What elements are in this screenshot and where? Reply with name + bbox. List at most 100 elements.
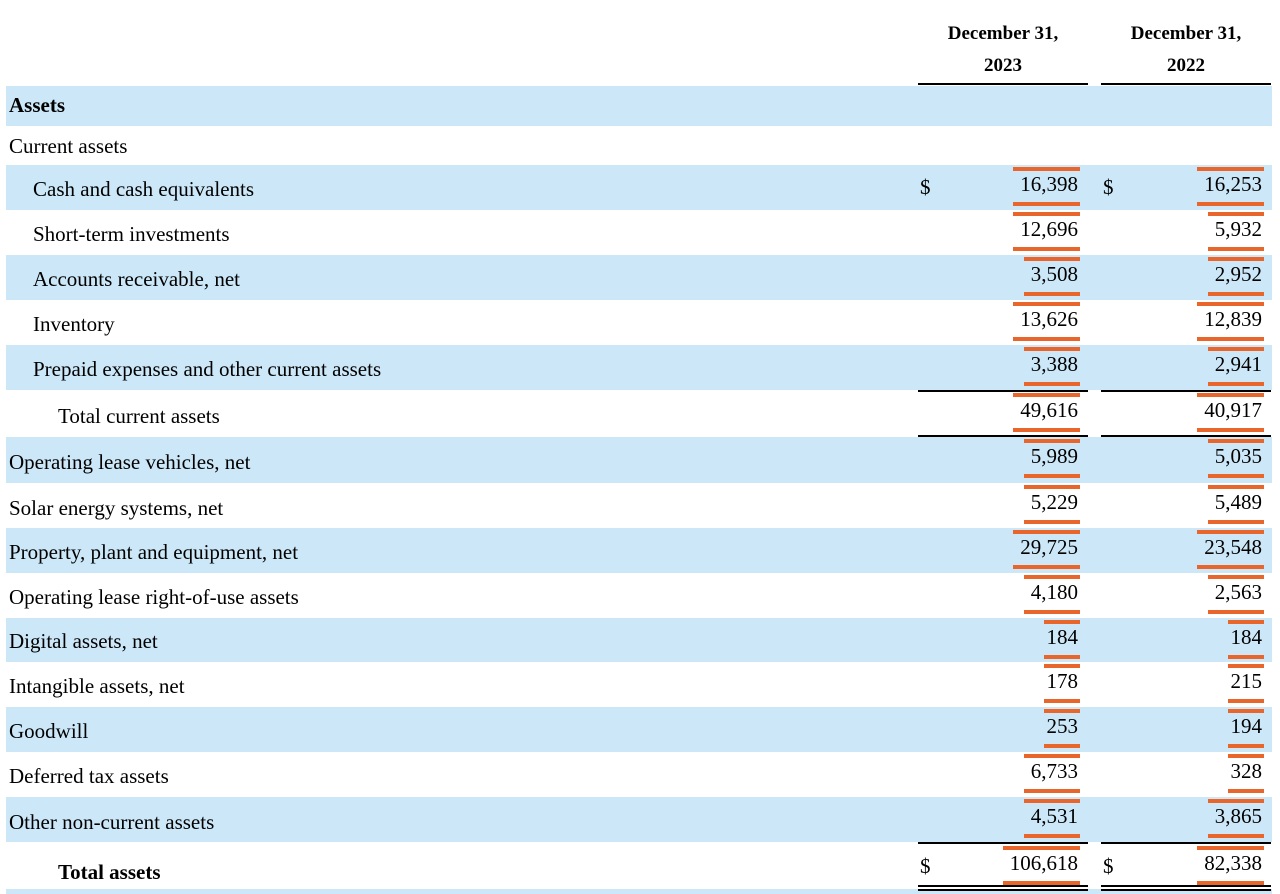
value-2022: 2,563	[1214, 580, 1262, 604]
value-2022: 23,548	[1204, 535, 1262, 559]
value-highlight-top	[1044, 664, 1080, 668]
value-highlight-top	[1228, 754, 1264, 758]
row-label: Goodwill	[9, 719, 89, 743]
value-highlight-top	[1207, 347, 1264, 351]
value-highlight-top	[1228, 709, 1264, 713]
row-label: Short-term investments	[33, 222, 230, 246]
column-header-2023: December 31, 2023	[947, 23, 1059, 76]
currency-symbol: $	[1103, 175, 1114, 199]
value-2023: 5,229	[1030, 490, 1078, 514]
value-highlight-top	[1207, 212, 1264, 216]
row-label: Operating lease right-of-use assets	[9, 585, 299, 609]
value-highlight-bottom	[1207, 834, 1264, 838]
value-2023: 49,616	[1020, 398, 1078, 422]
row-intangible-assets-net: Intangible assets, net	[6, 662, 1272, 707]
value-highlight-bottom	[1207, 382, 1264, 386]
value-highlight-top	[1228, 664, 1264, 668]
value-highlight-top	[1023, 754, 1080, 758]
value-2022: 5,489	[1214, 490, 1262, 514]
value-highlight-bottom	[1197, 202, 1264, 206]
value-2022: 2,941	[1214, 352, 1262, 376]
assets-section-row: Assets	[6, 86, 1272, 126]
value-2022: 82,338	[1204, 851, 1262, 875]
subtotal-rule-bottom	[918, 435, 1088, 437]
value-highlight-top	[1197, 302, 1264, 306]
value-highlight-top	[1013, 393, 1080, 397]
row-cash-and-cash-equivalents: Cash and cash equivalents	[6, 165, 1272, 210]
row-solar-energy-systems-net: Solar energy systems, net	[6, 483, 1272, 528]
value-2023: 29,725	[1020, 535, 1078, 559]
value-highlight-top	[1023, 485, 1080, 489]
value-highlight-bottom	[1197, 337, 1264, 341]
row-label: Digital assets, net	[9, 629, 158, 653]
value-highlight-bottom	[1044, 655, 1080, 659]
row-property-plant-and-equipment-net: Property, plant and equipment, net	[6, 528, 1272, 573]
value-highlight-top	[1197, 846, 1264, 850]
current-assets-section-row: Current assets	[6, 126, 1272, 165]
row-total-current-assets: Total current assets	[6, 390, 1272, 437]
value-highlight-bottom	[1002, 881, 1080, 885]
value-2022: 215	[1230, 669, 1263, 693]
row-label: Intangible assets, net	[9, 674, 185, 698]
value-highlight-top	[1013, 212, 1080, 216]
row-other-non-current-assets: Other non-current assets	[6, 797, 1272, 842]
row-label: Cash and cash equivalents	[33, 177, 255, 201]
value-2022: 5,932	[1214, 217, 1262, 241]
total-rule-top	[1101, 842, 1271, 844]
value-highlight-bottom	[1207, 474, 1264, 478]
row-prepaid-expenses-and-other-current-assets: Prepaid expenses and other current asset…	[6, 345, 1272, 390]
row-label: Other non-current assets	[9, 810, 215, 834]
value-highlight-bottom	[1197, 565, 1264, 569]
row-digital-assets-net: Digital assets, net	[6, 618, 1272, 662]
value-2023: 3,388	[1030, 352, 1078, 376]
value-2022: 184	[1230, 625, 1263, 649]
value-2023: 106,618	[1009, 851, 1078, 875]
value-2023: 178	[1046, 669, 1079, 693]
row-total-assets: Total assets	[6, 842, 1272, 889]
value-highlight-bottom	[1023, 474, 1080, 478]
row-operating-lease-vehicles-net: Operating lease vehicles, net	[6, 437, 1272, 483]
value-highlight-top	[1197, 530, 1264, 534]
value-highlight-bottom	[1013, 428, 1080, 432]
value-2022: 3,865	[1214, 804, 1262, 828]
value-2023: 253	[1046, 714, 1079, 738]
value-highlight-bottom	[1228, 789, 1264, 793]
value-highlight-top	[1044, 709, 1080, 713]
value-2023: 6,733	[1030, 759, 1078, 783]
row-label: Total current assets	[58, 404, 220, 428]
value-highlight-top	[1023, 575, 1080, 579]
value-highlight-bottom	[1207, 292, 1264, 296]
subtotal-rule-top	[918, 390, 1088, 392]
value-highlight-top	[1023, 439, 1080, 443]
value-highlight-top	[1197, 167, 1264, 171]
subtotal-rule-top	[1101, 390, 1271, 392]
value-2023: 4,180	[1030, 580, 1078, 604]
value-highlight-top	[1228, 620, 1264, 624]
value-2022: 2,952	[1214, 262, 1262, 286]
header-rule-2023	[918, 83, 1088, 85]
value-highlight-bottom	[1013, 247, 1080, 251]
total-rule-top	[918, 842, 1088, 844]
value-highlight-bottom	[1207, 247, 1264, 251]
value-highlight-bottom	[1013, 565, 1080, 569]
value-2022: 40,917	[1204, 398, 1262, 422]
row-operating-lease-right-of-use-assets: Operating lease right-of-use assets	[6, 573, 1272, 618]
value-highlight-top	[1013, 302, 1080, 306]
value-highlight-top	[1207, 799, 1264, 803]
value-highlight-top	[1207, 257, 1264, 261]
value-highlight-top	[1013, 167, 1080, 171]
row-label: Solar energy systems, net	[9, 496, 224, 520]
value-highlight-top	[1207, 575, 1264, 579]
total-double-rule-2	[1101, 889, 1271, 891]
row-accounts-receivable-net: Accounts receivable, net	[6, 255, 1272, 300]
value-highlight-top	[1013, 530, 1080, 534]
value-highlight-top	[1023, 347, 1080, 351]
value-highlight-bottom	[1023, 834, 1080, 838]
row-deferred-tax-assets: Deferred tax assets	[6, 752, 1272, 797]
row-label: Property, plant and equipment, net	[9, 540, 299, 564]
total-double-rule-2	[918, 889, 1088, 891]
value-highlight-top	[1207, 485, 1264, 489]
currency-symbol: $	[920, 854, 931, 878]
value-highlight-bottom	[1023, 382, 1080, 386]
value-2022: 16,253	[1204, 172, 1262, 196]
